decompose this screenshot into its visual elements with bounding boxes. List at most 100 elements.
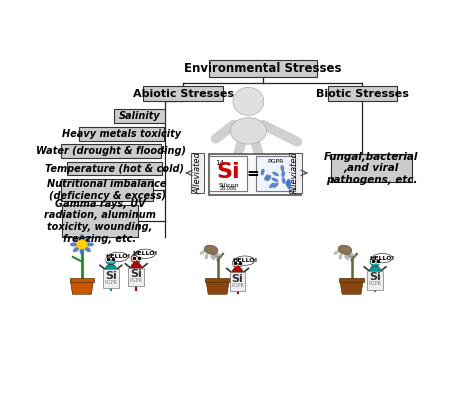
Ellipse shape [344, 255, 349, 260]
Ellipse shape [370, 257, 380, 266]
Ellipse shape [130, 262, 142, 276]
FancyBboxPatch shape [209, 154, 301, 195]
Ellipse shape [214, 253, 221, 257]
Text: PGPR: PGPR [368, 282, 382, 286]
Ellipse shape [84, 246, 91, 252]
Ellipse shape [205, 253, 208, 259]
Ellipse shape [210, 255, 215, 260]
Text: Salinity: Salinity [119, 111, 161, 121]
FancyBboxPatch shape [191, 153, 204, 193]
Ellipse shape [281, 165, 284, 172]
Text: Heavy metals toxicity: Heavy metals toxicity [62, 129, 181, 139]
Ellipse shape [131, 254, 141, 263]
Ellipse shape [73, 246, 79, 252]
Ellipse shape [348, 253, 355, 257]
Text: PGPR: PGPR [105, 280, 117, 285]
Ellipse shape [338, 245, 352, 254]
Ellipse shape [266, 175, 271, 181]
Ellipse shape [287, 183, 291, 189]
Ellipse shape [269, 183, 275, 188]
FancyBboxPatch shape [62, 205, 138, 238]
FancyBboxPatch shape [289, 153, 302, 193]
Ellipse shape [272, 172, 279, 176]
Text: Nutritional imbalance
(deficiency & excess): Nutritional imbalance (deficiency & exce… [48, 179, 167, 201]
Text: HELLO!: HELLO! [106, 255, 131, 259]
FancyBboxPatch shape [114, 109, 165, 123]
FancyBboxPatch shape [128, 268, 144, 286]
Text: PGPR: PGPR [267, 159, 284, 164]
Ellipse shape [86, 242, 94, 246]
Ellipse shape [261, 169, 265, 175]
Text: Environmental Stresses: Environmental Stresses [184, 62, 342, 75]
Ellipse shape [73, 237, 79, 242]
Text: HELLO!: HELLO! [232, 258, 257, 263]
Ellipse shape [286, 181, 290, 187]
FancyBboxPatch shape [66, 162, 163, 175]
Ellipse shape [106, 255, 116, 265]
Text: Si: Si [105, 271, 117, 280]
FancyBboxPatch shape [331, 154, 412, 182]
Ellipse shape [233, 87, 264, 116]
Ellipse shape [105, 264, 117, 278]
Text: Fungal,bacterial
,and viral
pathogens, etc.: Fungal,bacterial ,and viral pathogens, e… [324, 152, 418, 185]
Ellipse shape [264, 174, 269, 181]
Ellipse shape [205, 245, 218, 254]
FancyBboxPatch shape [255, 156, 296, 191]
Text: =: = [247, 166, 260, 181]
Text: Si: Si [217, 162, 241, 182]
Ellipse shape [77, 240, 87, 249]
Text: Temperature (hot & cold): Temperature (hot & cold) [45, 164, 184, 174]
Ellipse shape [287, 179, 291, 186]
Ellipse shape [230, 118, 267, 144]
Text: HELLO!: HELLO! [369, 256, 395, 261]
FancyBboxPatch shape [367, 271, 383, 290]
FancyBboxPatch shape [230, 272, 246, 291]
Text: 14: 14 [215, 160, 224, 166]
Ellipse shape [282, 177, 286, 184]
Polygon shape [206, 280, 229, 294]
Ellipse shape [339, 253, 342, 259]
Ellipse shape [347, 254, 353, 259]
Text: Si: Si [369, 272, 381, 282]
FancyBboxPatch shape [205, 278, 230, 282]
Ellipse shape [84, 237, 91, 242]
Ellipse shape [271, 178, 278, 182]
FancyBboxPatch shape [339, 278, 364, 282]
Ellipse shape [235, 256, 255, 265]
Text: Si: Si [130, 269, 142, 279]
Ellipse shape [273, 183, 278, 188]
FancyBboxPatch shape [143, 86, 223, 101]
Text: Biotic Stresses: Biotic Stresses [316, 88, 409, 99]
Text: HELLO!: HELLO! [133, 251, 158, 256]
Ellipse shape [281, 171, 285, 177]
Ellipse shape [199, 250, 205, 255]
FancyBboxPatch shape [61, 144, 161, 158]
Text: PGPR: PGPR [231, 283, 244, 288]
Ellipse shape [212, 254, 219, 259]
Ellipse shape [79, 248, 84, 255]
FancyBboxPatch shape [70, 278, 94, 282]
Text: 28.086: 28.086 [220, 186, 237, 191]
Text: Alleviated: Alleviated [193, 152, 202, 194]
Text: Silicon: Silicon [218, 183, 239, 188]
Text: Water (drought & flooding): Water (drought & flooding) [36, 146, 186, 156]
Ellipse shape [372, 253, 392, 263]
Ellipse shape [333, 250, 340, 255]
Polygon shape [340, 280, 363, 294]
Ellipse shape [232, 267, 243, 281]
Ellipse shape [108, 252, 128, 261]
Ellipse shape [79, 234, 84, 241]
FancyBboxPatch shape [103, 269, 119, 288]
Ellipse shape [233, 259, 242, 268]
Polygon shape [71, 280, 93, 294]
Text: Si: Si [232, 274, 243, 284]
FancyBboxPatch shape [328, 86, 397, 101]
Ellipse shape [286, 179, 290, 186]
Text: Gamma rays, UV
radiation, aluminum
toxicity, wounding,
freezing, etc.: Gamma rays, UV radiation, aluminum toxic… [44, 199, 156, 244]
Ellipse shape [70, 242, 78, 246]
FancyBboxPatch shape [61, 179, 153, 201]
FancyBboxPatch shape [209, 60, 317, 77]
Text: Alleviated: Alleviated [291, 152, 300, 194]
FancyBboxPatch shape [79, 127, 164, 141]
FancyBboxPatch shape [210, 156, 248, 191]
